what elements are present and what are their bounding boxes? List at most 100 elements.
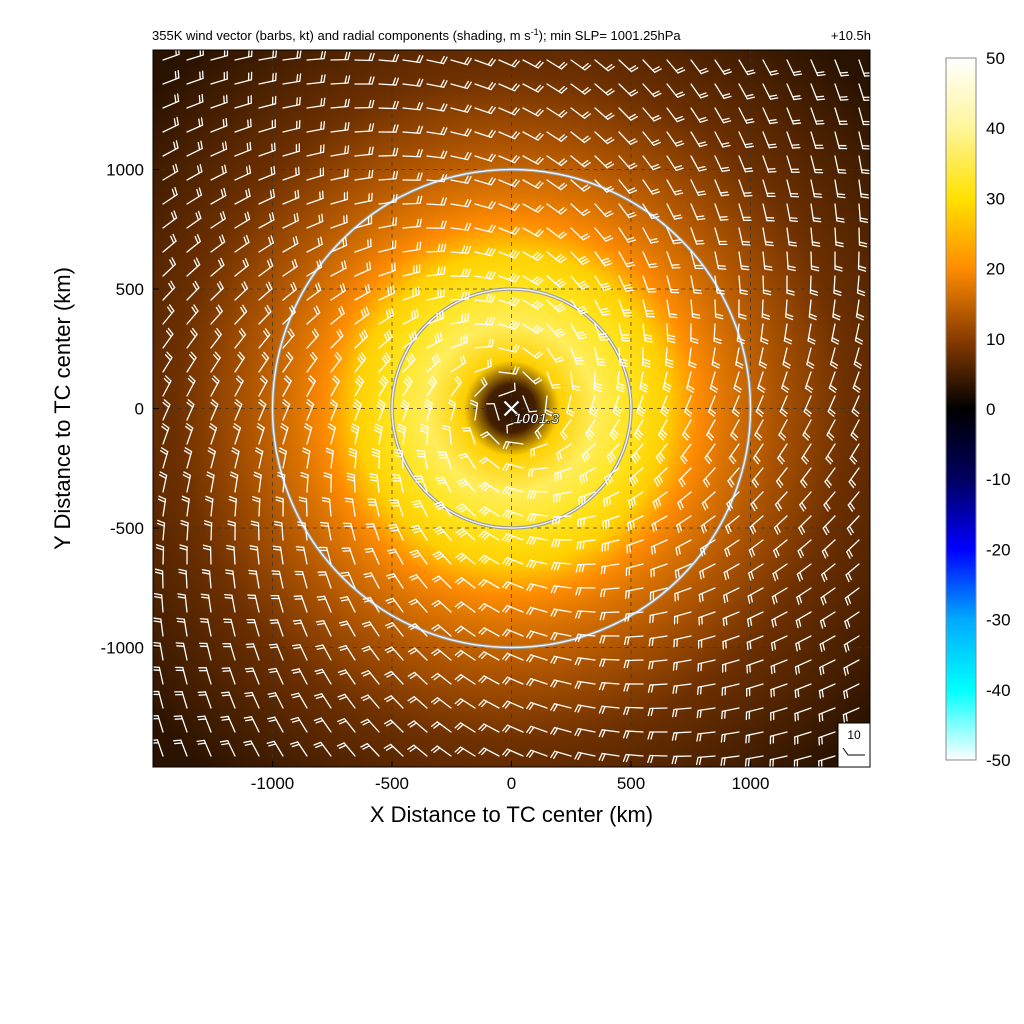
wind-barb [354, 238, 372, 253]
wind-barb [199, 618, 212, 637]
wind-barb [794, 731, 812, 745]
wind-barb [696, 707, 716, 719]
wind-barb [526, 701, 548, 711]
wind-barb [706, 419, 716, 441]
wind-barb [618, 155, 638, 170]
wind-barb [478, 481, 500, 493]
x-axis-ticks: -1000 -500 0 500 1000 [251, 761, 769, 793]
wind-barb [306, 213, 324, 229]
wind-barb [594, 347, 606, 367]
wind-barb [858, 131, 870, 150]
wind-barb [378, 285, 396, 301]
wind-barb [430, 745, 452, 757]
wind-barb [821, 539, 836, 559]
wind-barb [810, 251, 820, 272]
wind-barb [248, 569, 260, 589]
wind-barb [852, 371, 861, 393]
wind-barb [391, 474, 404, 493]
wind-barb [526, 559, 548, 569]
wind-barb [408, 623, 428, 637]
wind-barb [616, 371, 626, 393]
wind-barb [666, 155, 684, 171]
wind-barb [258, 95, 277, 109]
wind-barb [546, 179, 568, 191]
wind-barb [570, 179, 591, 192]
wind-barb [546, 227, 568, 239]
wind-barb [570, 251, 590, 266]
wind-barb [320, 521, 332, 541]
wind-barb [738, 251, 750, 271]
wind-barb [633, 419, 644, 441]
wind-barb [642, 323, 653, 343]
wind-barb [431, 624, 452, 637]
wind-barb [410, 524, 428, 541]
wind-barb [550, 608, 572, 617]
wind-barb [227, 520, 236, 541]
wind-barb [291, 668, 308, 685]
wind-barb [153, 715, 164, 733]
wind-barb [574, 633, 596, 643]
colorbar-tick-label: 20 [986, 260, 1005, 279]
wind-barb [162, 257, 177, 277]
wind-barb [700, 515, 716, 534]
wind-barb [162, 304, 175, 325]
wind-barb [354, 352, 367, 373]
wind-barb [302, 447, 311, 469]
wind-barb [338, 620, 356, 637]
wind-barb [684, 395, 693, 417]
wind-barb [526, 654, 548, 663]
wind-barb [629, 467, 644, 487]
wind-barb [354, 375, 365, 397]
wind-barb [546, 347, 565, 363]
wind-barb [666, 227, 682, 245]
wind-barb [407, 671, 428, 685]
wind-barb [594, 251, 613, 267]
wind-barb [200, 593, 212, 613]
wind-barb [704, 443, 716, 465]
wind-barb [648, 659, 668, 670]
wind-barb [454, 674, 476, 685]
wind-barb [354, 192, 373, 205]
wind-barb [478, 530, 500, 541]
wind-barb [411, 500, 428, 517]
wind-barb [313, 741, 332, 757]
wind-barb [282, 375, 292, 397]
wind-barb [367, 498, 380, 517]
wind-barb [690, 155, 707, 172]
colorbar-tick-label: 40 [986, 119, 1005, 138]
wind-barb [807, 323, 816, 345]
wind-barb [699, 563, 716, 580]
wind-barb [386, 548, 404, 565]
wind-barb [810, 203, 822, 223]
wind-barb [378, 100, 399, 110]
wind-barb [845, 563, 860, 583]
wind-barb [318, 546, 332, 565]
wind-barb [258, 212, 275, 229]
wind-barb [847, 491, 860, 512]
wind-barb [498, 155, 520, 164]
colorbar-tick-label: 30 [986, 189, 1005, 208]
wind-barb [234, 351, 245, 373]
wind-barb [722, 611, 740, 627]
wind-barb [774, 491, 788, 512]
wind-barb [758, 347, 768, 369]
wind-barb [594, 59, 615, 72]
wind-barb [552, 491, 572, 503]
wind-barb [502, 557, 524, 567]
wind-barb [618, 347, 628, 368]
wind-barb [402, 264, 421, 277]
wind-barb [221, 667, 236, 685]
y-axis-ticks: -1000 -500 0 500 1000 [101, 161, 159, 658]
wind-barb [593, 371, 603, 392]
wind-barb [498, 179, 520, 188]
wind-barb [738, 299, 747, 320]
wind-barb [498, 83, 520, 92]
wind-barb [402, 330, 418, 349]
wind-barb [502, 700, 524, 709]
wind-barb [426, 220, 447, 229]
wind-barb [282, 305, 296, 325]
wind-barb [426, 150, 448, 159]
wind-barb [454, 625, 476, 637]
wind-barb [819, 635, 836, 653]
wind-barb [770, 635, 788, 651]
